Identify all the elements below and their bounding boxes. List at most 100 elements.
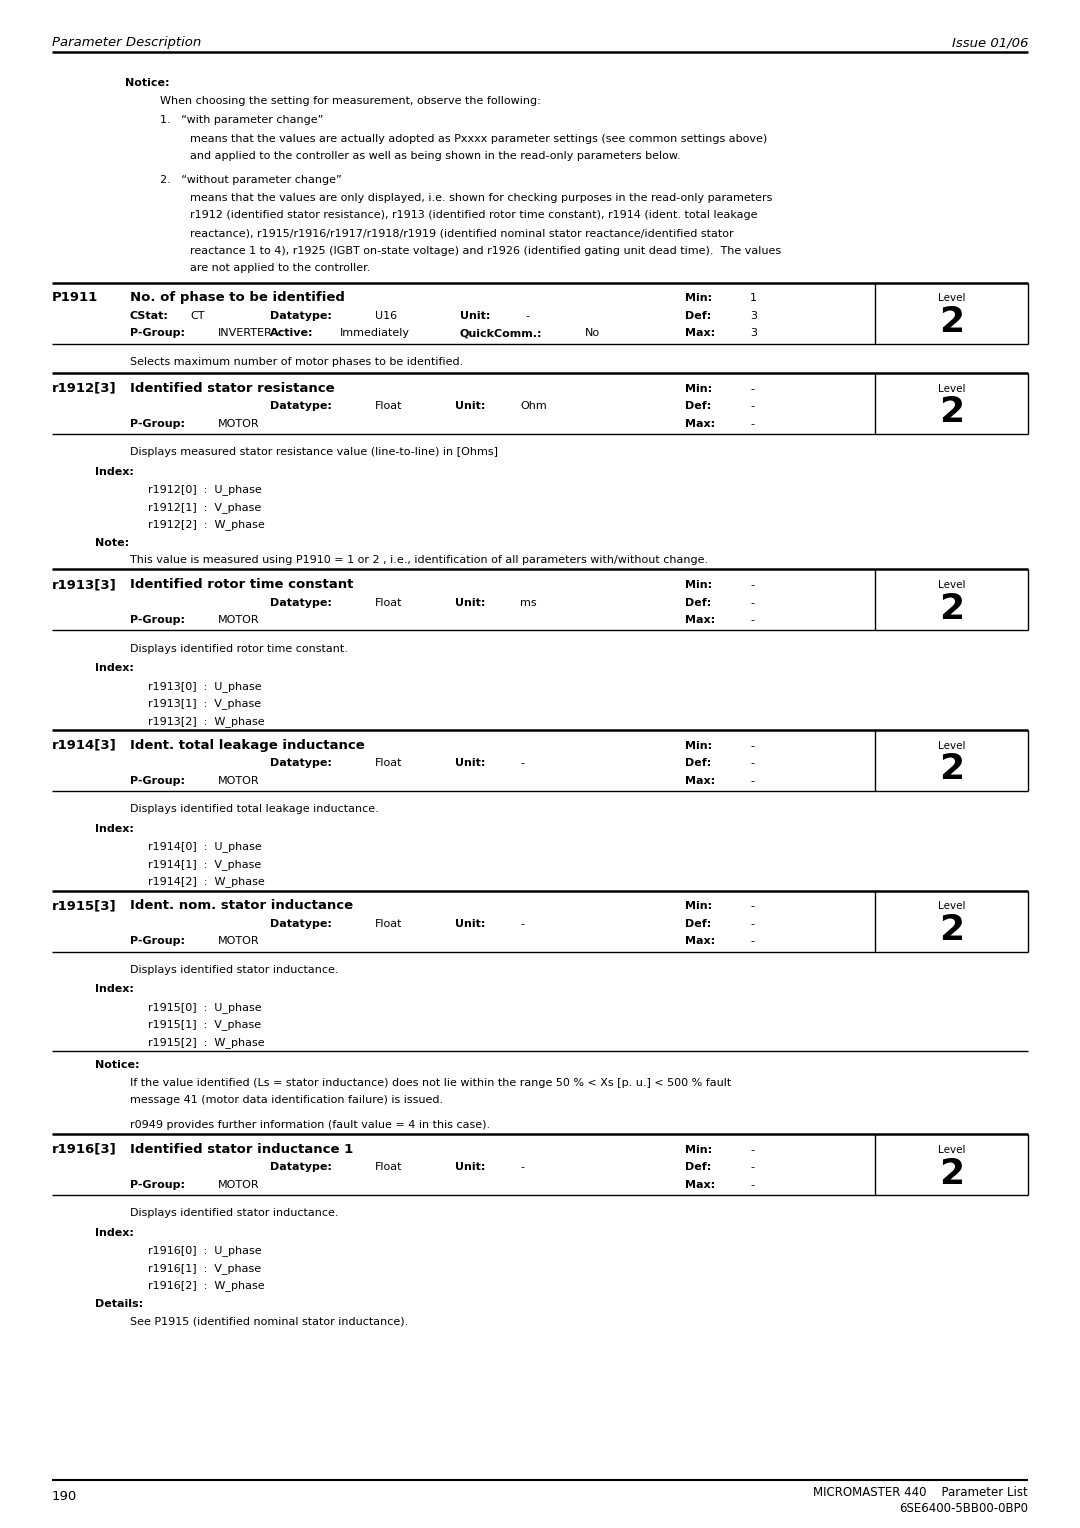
Text: r1913[3]: r1913[3] <box>52 579 117 591</box>
Text: Ohm: Ohm <box>519 402 546 411</box>
Text: -: - <box>750 597 754 608</box>
Text: -: - <box>750 741 754 750</box>
Text: Datatype:: Datatype: <box>270 310 332 321</box>
Text: r1914[3]: r1914[3] <box>52 740 117 752</box>
Text: MOTOR: MOTOR <box>218 616 259 625</box>
Text: Float: Float <box>375 758 403 769</box>
Text: MOTOR: MOTOR <box>218 419 259 429</box>
Text: Issue 01/06: Issue 01/06 <box>951 37 1028 49</box>
Text: Notice:: Notice: <box>95 1060 139 1070</box>
Text: Identified rotor time constant: Identified rotor time constant <box>130 579 353 591</box>
Text: Def:: Def: <box>685 402 712 411</box>
Text: r1914[2]  :  W_phase: r1914[2] : W_phase <box>148 876 265 888</box>
Text: Min:: Min: <box>685 1144 712 1155</box>
Text: Min:: Min: <box>685 581 712 590</box>
Text: Displays identified stator inductance.: Displays identified stator inductance. <box>130 1209 338 1218</box>
Text: Unit:: Unit: <box>460 310 490 321</box>
Text: Level: Level <box>937 1144 966 1155</box>
Text: When choosing the setting for measurement, observe the following:: When choosing the setting for measuremen… <box>160 96 541 107</box>
Text: -: - <box>750 918 754 929</box>
Text: See P1915 (identified nominal stator inductance).: See P1915 (identified nominal stator ind… <box>130 1316 408 1326</box>
Text: Datatype:: Datatype: <box>270 758 332 769</box>
Text: 1: 1 <box>750 293 757 304</box>
Text: P1911: P1911 <box>52 292 98 304</box>
Text: Level: Level <box>937 902 966 911</box>
Text: P-Group:: P-Group: <box>130 937 185 946</box>
Text: means that the values are only displayed, i.e. shown for checking purposes in th: means that the values are only displayed… <box>190 193 772 203</box>
Text: are not applied to the controller.: are not applied to the controller. <box>190 263 370 274</box>
Text: 3: 3 <box>750 310 757 321</box>
Text: 3: 3 <box>750 329 757 338</box>
Text: r1912[1]  :  V_phase: r1912[1] : V_phase <box>148 501 261 512</box>
Text: r1913[2]  :  W_phase: r1913[2] : W_phase <box>148 715 265 726</box>
Text: -: - <box>519 918 524 929</box>
Text: Float: Float <box>375 597 403 608</box>
Text: Displays identified stator inductance.: Displays identified stator inductance. <box>130 964 338 975</box>
Text: -: - <box>750 581 754 590</box>
Text: -: - <box>519 758 524 769</box>
Text: r1915[0]  :  U_phase: r1915[0] : U_phase <box>148 1002 261 1013</box>
Text: Def:: Def: <box>685 918 712 929</box>
Text: r1912[2]  :  W_phase: r1912[2] : W_phase <box>148 520 265 530</box>
Text: Min:: Min: <box>685 384 712 394</box>
Text: Max:: Max: <box>685 419 715 429</box>
Text: Displays identified rotor time constant.: Displays identified rotor time constant. <box>130 643 348 654</box>
Text: Level: Level <box>937 384 966 394</box>
Text: Details:: Details: <box>95 1299 144 1308</box>
Text: P-Group:: P-Group: <box>130 1180 185 1190</box>
Text: Ident. total leakage inductance: Ident. total leakage inductance <box>130 740 365 752</box>
Text: 2: 2 <box>939 1157 964 1190</box>
Text: r1916[1]  :  V_phase: r1916[1] : V_phase <box>148 1262 261 1273</box>
Text: Max:: Max: <box>685 776 715 785</box>
Text: Unit:: Unit: <box>455 597 485 608</box>
Text: Notice:: Notice: <box>125 78 170 89</box>
Text: P-Group:: P-Group: <box>130 329 185 338</box>
Text: -: - <box>750 1144 754 1155</box>
Text: -: - <box>750 402 754 411</box>
Text: Min:: Min: <box>685 741 712 750</box>
Text: r1915[2]  :  W_phase: r1915[2] : W_phase <box>148 1036 265 1048</box>
Text: Def:: Def: <box>685 758 712 769</box>
Text: Unit:: Unit: <box>455 402 485 411</box>
Text: 1.   “with parameter change”: 1. “with parameter change” <box>160 115 323 125</box>
Text: Max:: Max: <box>685 329 715 338</box>
Text: ms: ms <box>519 597 537 608</box>
Text: Min:: Min: <box>685 293 712 304</box>
Text: Selects maximum number of motor phases to be identified.: Selects maximum number of motor phases t… <box>130 356 463 367</box>
Text: r1915[3]: r1915[3] <box>52 900 117 912</box>
Text: r1912 (identified stator resistance), r1913 (identified rotor time constant), r1: r1912 (identified stator resistance), r1… <box>190 211 757 220</box>
Text: Float: Float <box>375 402 403 411</box>
Text: r1916[3]: r1916[3] <box>52 1143 117 1155</box>
Text: Displays measured stator resistance value (line-to-line) in [Ohms]: Displays measured stator resistance valu… <box>130 448 498 457</box>
Text: Identified stator inductance 1: Identified stator inductance 1 <box>130 1143 353 1155</box>
Text: No: No <box>585 329 600 338</box>
Text: Float: Float <box>375 1163 403 1172</box>
Text: r0949 provides further information (fault value = 4 in this case).: r0949 provides further information (faul… <box>130 1120 490 1129</box>
Text: Max:: Max: <box>685 616 715 625</box>
Text: 2: 2 <box>939 914 964 947</box>
Text: Datatype:: Datatype: <box>270 597 332 608</box>
Text: Ident. nom. stator inductance: Ident. nom. stator inductance <box>130 900 353 912</box>
Text: P-Group:: P-Group: <box>130 616 185 625</box>
Text: Unit:: Unit: <box>455 758 485 769</box>
Text: -: - <box>750 1163 754 1172</box>
Text: P-Group:: P-Group: <box>130 776 185 785</box>
Text: Parameter Description: Parameter Description <box>52 37 201 49</box>
Text: This value is measured using P1910 = 1 or 2 , i.e., identification of all parame: This value is measured using P1910 = 1 o… <box>130 555 708 565</box>
Text: r1915[1]  :  V_phase: r1915[1] : V_phase <box>148 1019 261 1030</box>
Text: MOTOR: MOTOR <box>218 776 259 785</box>
Text: r1913[0]  :  U_phase: r1913[0] : U_phase <box>148 680 261 692</box>
Text: U16: U16 <box>375 310 397 321</box>
Text: 2: 2 <box>939 306 964 339</box>
Text: CStat:: CStat: <box>130 310 168 321</box>
Text: -: - <box>750 616 754 625</box>
Text: 6SE6400-5BB00-0BP0: 6SE6400-5BB00-0BP0 <box>899 1502 1028 1514</box>
Text: Datatype:: Datatype: <box>270 402 332 411</box>
Text: Note:: Note: <box>95 538 130 547</box>
Text: and applied to the controller as well as being shown in the read-only parameters: and applied to the controller as well as… <box>190 151 680 160</box>
Text: Def:: Def: <box>685 1163 712 1172</box>
Text: r1916[0]  :  U_phase: r1916[0] : U_phase <box>148 1245 261 1256</box>
Text: INVERTER: INVERTER <box>218 329 273 338</box>
Text: -: - <box>750 419 754 429</box>
Text: Index:: Index: <box>95 663 134 674</box>
